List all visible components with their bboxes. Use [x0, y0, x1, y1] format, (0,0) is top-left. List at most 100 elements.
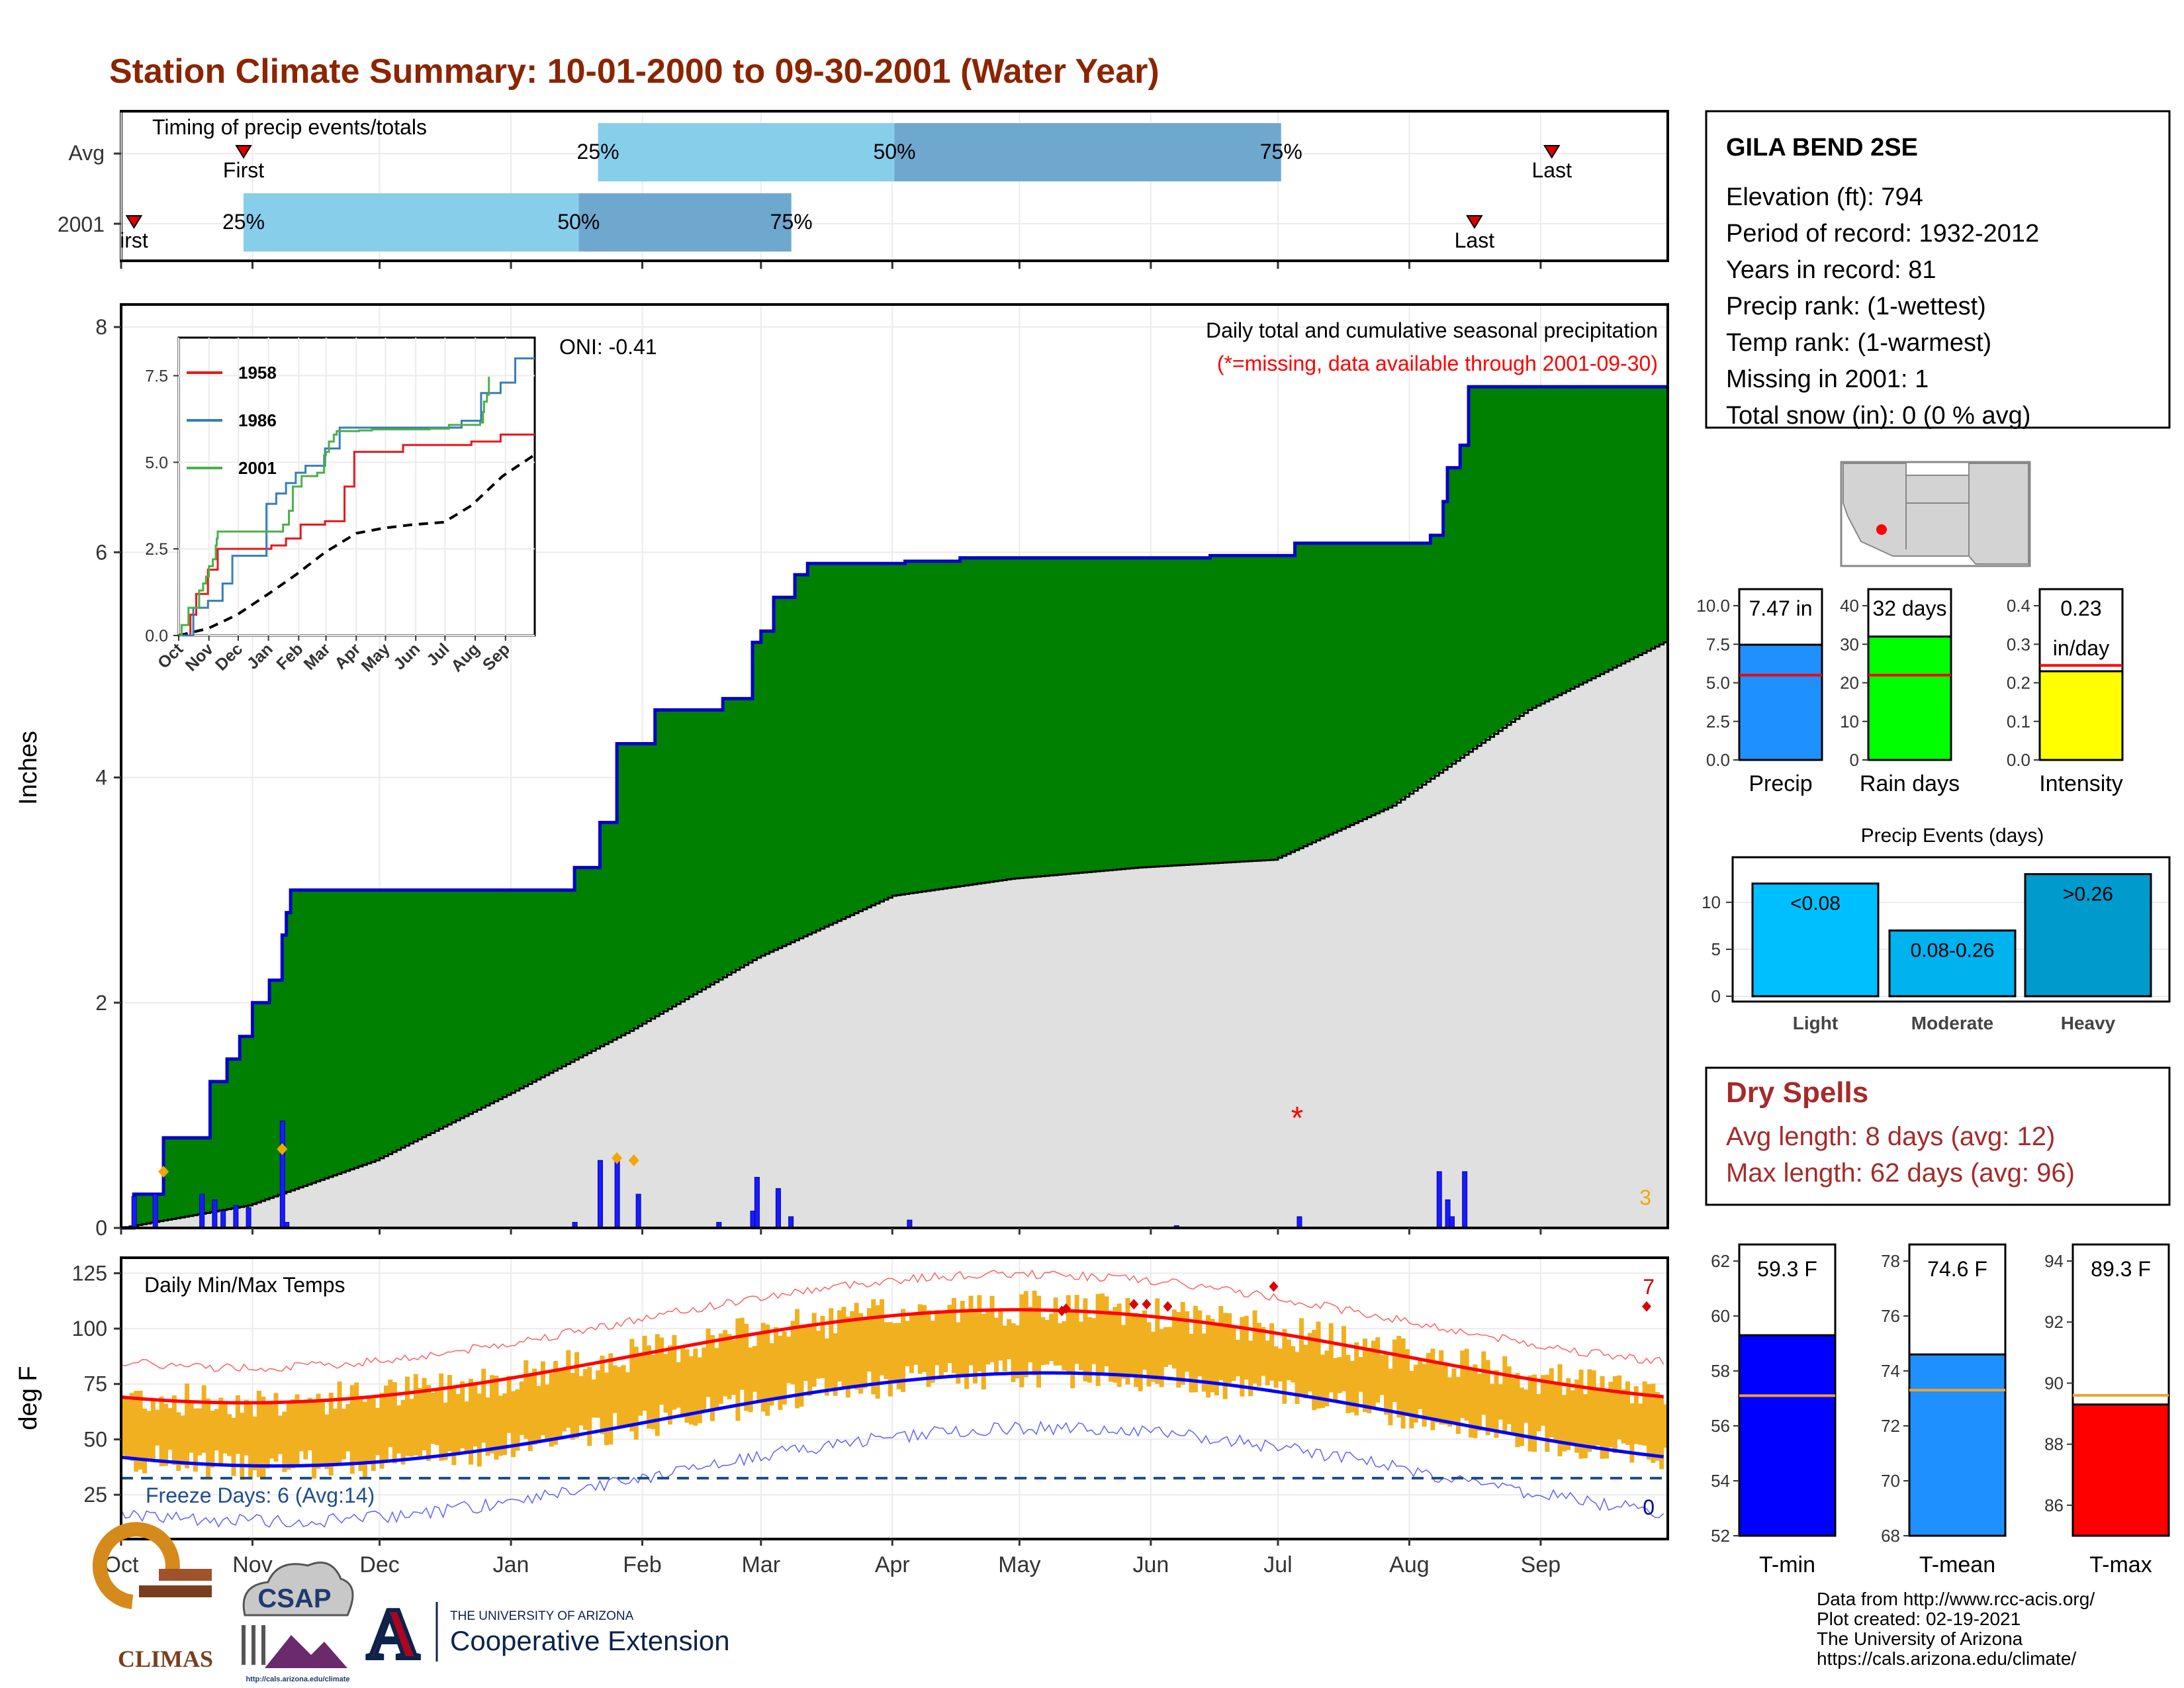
daily-temp-bar [1591, 1370, 1596, 1448]
daily-precip-bar [212, 1199, 218, 1229]
daily-temp-bar [1303, 1344, 1308, 1399]
daily-temp-bar [121, 1395, 126, 1456]
daily-temp-bar [1070, 1311, 1075, 1389]
daily-temp-bar [1185, 1311, 1190, 1372]
daily-temp-bar [646, 1345, 651, 1429]
daily-temp-bar [1218, 1306, 1224, 1380]
record-high-line [120, 1269, 1664, 1372]
inset-1986-line [179, 357, 535, 637]
daily-temp-bar [502, 1393, 508, 1455]
daily-temp-bar [1375, 1337, 1381, 1403]
daily-temp-bar [735, 1318, 741, 1421]
daily-temp-bar [129, 1393, 134, 1461]
daily-temp-bar [422, 1378, 427, 1450]
daily-temp-bar [1557, 1364, 1563, 1457]
daily-temp-bar [460, 1381, 465, 1448]
dry-spells-title: Dry Spells [1726, 1076, 1868, 1109]
inset-legend-label: 1986 [238, 410, 277, 430]
temp-ytick-label: 50 [83, 1427, 107, 1451]
month-label: Jan [493, 1552, 529, 1577]
daily-temp-bar [1062, 1321, 1067, 1371]
summary-bar-tick-label: 20 [1840, 673, 1859, 693]
daily-precip-bar [788, 1216, 794, 1229]
heavy-event-marker [612, 1152, 623, 1164]
daily-temp-bar [896, 1323, 901, 1389]
daily-temp-bar [1231, 1326, 1236, 1382]
daily-temp-bar [778, 1335, 783, 1410]
daily-temp-bar [697, 1357, 702, 1423]
daily-temp-bar [739, 1317, 745, 1390]
daily-precip-bar [199, 1194, 205, 1229]
daily-temp-bar [1074, 1295, 1079, 1364]
daily-temp-bar [1146, 1322, 1152, 1387]
daily-temp-bar [176, 1412, 181, 1471]
station-info-line: Precip rank: (1-wettest) [1726, 293, 1986, 320]
daily-temp-bar [811, 1313, 817, 1387]
temp-summary-bar [2071, 1403, 2170, 1537]
daily-temp-bar [930, 1321, 935, 1383]
daily-temp-bar [282, 1411, 287, 1472]
timing-label: Timing of precip events/totals [152, 115, 427, 139]
daily-temp-bar [206, 1398, 211, 1479]
daily-temp-bar [464, 1401, 469, 1454]
csap-text: CSAP [257, 1584, 331, 1613]
daily-temp-bar [702, 1347, 707, 1412]
daily-temp-bar [1337, 1357, 1342, 1393]
dry-spells-avg: Avg length: 8 days (avg: 12) [1726, 1122, 2055, 1151]
summary-bar-tick-label: 2.5 [1706, 712, 1730, 731]
station-info-line: Period of record: 1932-2012 [1726, 220, 2039, 248]
daily-temp-bar [1638, 1403, 1643, 1445]
daily-temp-bar [1430, 1348, 1435, 1430]
daily-temp-bar [252, 1416, 257, 1471]
daily-temp-bar [684, 1349, 690, 1423]
timing-bar-50-75 [894, 123, 1281, 181]
daily-temp-bar [439, 1373, 444, 1461]
daily-temp-bar [447, 1375, 453, 1452]
daily-temp-bar [574, 1352, 580, 1438]
daily-temp-bar [1044, 1320, 1050, 1365]
cumulative-precip-line [121, 385, 1668, 1230]
daily-temp-bar [1561, 1395, 1567, 1452]
daily-temp-bar [633, 1346, 639, 1440]
daily-temp-bar [1596, 1387, 1601, 1446]
daily-temp-bar [358, 1396, 363, 1472]
station-info-box: GILA BEND 2SE Elevation (ft): 794 Period … [1705, 110, 2171, 430]
daily-temp-bar [180, 1415, 185, 1466]
temp-summary-bar [1908, 1353, 2007, 1537]
daily-temp-bar [1633, 1385, 1639, 1444]
daily-temp-bar [1155, 1298, 1160, 1384]
daily-temp-bar [600, 1355, 605, 1434]
daily-temp-bar [1625, 1381, 1630, 1445]
daily-temp-bar [845, 1316, 850, 1398]
credits: Data from http://www.rcc-acis.org/Plot c… [1817, 1589, 2095, 1669]
daily-temp-bar [1490, 1383, 1495, 1432]
inset-average-line [178, 454, 535, 637]
daily-temp-bar [926, 1310, 931, 1387]
daily-temp-bar [1396, 1336, 1402, 1418]
daily-temp-bar [752, 1346, 758, 1392]
daily-temp-bar [1049, 1313, 1054, 1362]
daily-temp-bar [248, 1401, 253, 1480]
daily-temp-bar [1113, 1307, 1118, 1383]
daily-temp-bar [807, 1323, 813, 1396]
daily-temp-bar [1116, 1303, 1122, 1387]
daily-temp-bar [1058, 1323, 1063, 1366]
daily-temp-bar [1553, 1383, 1559, 1443]
daily-temp-bar [1477, 1374, 1482, 1431]
temperature-panel: Daily Min/Max Temps Freeze Days: 6 (Avg:… [15, 1256, 1669, 1577]
daily-temp-bar [1498, 1384, 1503, 1420]
station-name: GILA BEND 2SE [1726, 134, 1918, 162]
timing-p50-label: 50% [873, 140, 915, 164]
daily-temp-bar [887, 1322, 893, 1397]
temp-summary-bars: 59.3 F 52 54 56 58 60 62 T-min 74.6 F 68 70 72 74 76 7… [1711, 1243, 2170, 1577]
daily-temp-bar [1222, 1313, 1228, 1399]
temp-summary-tick-label: 70 [1881, 1471, 1900, 1491]
record-high-marker [1269, 1281, 1279, 1292]
daily-temp-bar [214, 1409, 219, 1451]
daily-temp-bar [672, 1335, 677, 1410]
daily-temp-bar [532, 1368, 537, 1445]
daily-temp-bar [481, 1368, 486, 1443]
timing-last-label: Last [1531, 158, 1572, 182]
temp-summary-tick-label: 68 [1881, 1526, 1900, 1546]
daily-temp-bar [312, 1401, 317, 1479]
